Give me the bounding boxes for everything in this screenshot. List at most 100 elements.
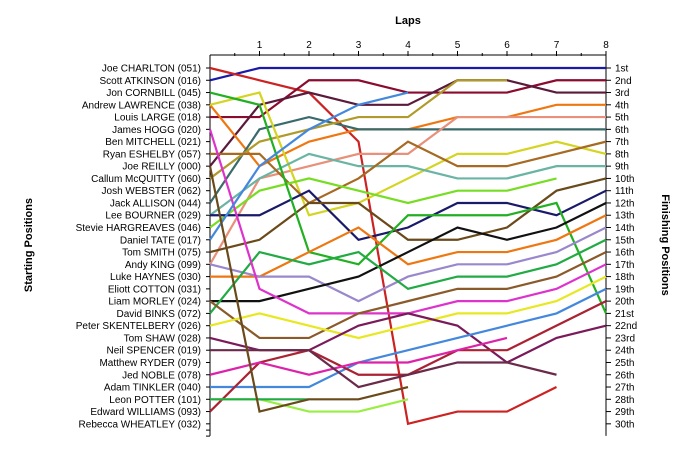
axis-labels: 1 2 3 4 5 6 7 8 Joe CHARLTON (051)Scott ATKINSON…	[76, 40, 638, 430]
finishing-position-label: 1st	[615, 64, 629, 75]
starting-position-label: Andy KING (099)	[125, 260, 201, 271]
series-line-11	[210, 140, 607, 205]
x-tick-label: 8	[603, 40, 609, 51]
finishing-position-label: 16th	[615, 248, 634, 259]
x-tick-label: 1	[257, 40, 263, 51]
finishing-position-label: 26th	[615, 370, 634, 381]
x-tick-label: 6	[504, 40, 510, 51]
finishing-position-label: 28th	[615, 395, 634, 406]
starting-position-label: Callum McQUITTY (060)	[91, 174, 201, 185]
series-line-9	[209, 91, 607, 217]
x-axis-title: Laps	[395, 15, 421, 27]
finishing-position-label: 10th	[615, 174, 634, 185]
series-line-24	[210, 287, 607, 389]
series-lines	[208, 66, 608, 426]
finishing-position-label: 4th	[615, 100, 629, 111]
starting-position-label: James HOGG (020)	[112, 125, 201, 136]
starting-position-label: Joe CHARLTON (051)	[102, 64, 201, 75]
starting-position-label: Josh WEBSTER (062)	[102, 186, 201, 197]
x-tick-label: 5	[455, 40, 461, 51]
starting-position-label: Scott ATKINSON (016)	[99, 76, 201, 87]
starting-position-label: Rebecca WHEATLEY (032)	[79, 419, 201, 430]
axes	[206, 51, 611, 437]
series-line-26	[209, 336, 508, 376]
series-line-21	[209, 251, 607, 340]
finishing-position-label: 8th	[615, 149, 629, 160]
finishing-position-label: 19th	[615, 284, 634, 295]
series-line-27	[210, 349, 557, 389]
series-line-16	[210, 214, 607, 278]
series-line-2	[209, 66, 557, 426]
starting-position-label: Neil SPENCER (019)	[107, 346, 201, 357]
series-line-25	[209, 300, 607, 413]
finishing-position-label: 21st	[615, 309, 634, 320]
finishing-position-label: 22nd	[615, 321, 637, 332]
series-line-12	[209, 177, 557, 229]
series-line-7	[209, 79, 507, 180]
finishing-position-label: 11th	[615, 186, 634, 197]
finishing-position-label: 29th	[615, 407, 634, 418]
finishing-position-label: 25th	[615, 358, 634, 369]
finishing-position-label: 9th	[615, 162, 629, 173]
finishing-position-label: 13th	[615, 211, 634, 222]
starting-position-label: Adam TINKLER (040)	[104, 383, 201, 394]
series-line-19	[209, 238, 607, 315]
starting-position-label: David BINKS (072)	[117, 309, 201, 320]
starting-position-label: Peter SKENTELBERY (026)	[76, 321, 201, 332]
series-line-22	[209, 275, 607, 340]
finishing-position-label: 3rd	[615, 88, 629, 99]
finishing-position-label: 7th	[615, 137, 629, 148]
starting-position-label: Andrew LAWRENCE (038)	[82, 100, 201, 111]
starting-position-label: Liam MORLEY (024)	[108, 297, 201, 308]
starting-position-label: Eliott COTTON (031)	[108, 284, 201, 295]
starting-position-label: Louis LARGE (018)	[114, 113, 201, 124]
starting-position-label: Ryan ESHELBY (057)	[103, 149, 201, 160]
y-axis-title-left: Starting Positions	[23, 198, 35, 292]
starting-position-label: Stevie HARGREAVES (046)	[76, 223, 201, 234]
series-line-13	[210, 189, 607, 241]
finishing-position-label: 5th	[615, 113, 629, 124]
series-line-29	[210, 398, 409, 413]
finishing-position-label: 30th	[615, 419, 634, 430]
finishing-position-label: 20th	[615, 297, 634, 308]
series-line-31	[208, 165, 409, 413]
x-tick-label: 4	[405, 40, 411, 51]
series-line-1	[209, 66, 606, 82]
finishing-position-label: 17th	[615, 260, 634, 271]
series-line-8	[209, 115, 606, 265]
starting-position-label: Tom SHAW (028)	[124, 333, 201, 344]
finishing-position-label: 27th	[615, 383, 634, 394]
finishing-position-label: 18th	[615, 272, 634, 283]
finishing-position-label: 24th	[615, 346, 634, 357]
series-line-17	[209, 226, 607, 303]
finishing-position-label: 2nd	[615, 76, 632, 87]
series-line-28	[209, 91, 409, 241]
finishing-position-label: 23rd	[615, 333, 635, 344]
starting-position-label: Ben MITCHELL (021)	[105, 137, 201, 148]
starting-position-label: Tom SMITH (075)	[122, 248, 201, 259]
x-tick-label: 7	[554, 40, 560, 51]
finishing-position-label: 15th	[615, 235, 634, 246]
series-line-4	[209, 79, 606, 167]
starting-position-label: Joe REILLY (000)	[122, 162, 201, 173]
starting-position-label: Daniel TATE (017)	[120, 235, 201, 246]
series-line-18	[210, 201, 607, 303]
y-axis-title-right: Finishing Positions	[659, 194, 671, 295]
starting-position-label: Matthew RYDER (079)	[99, 358, 201, 369]
starting-position-label: Leon POTTER (101)	[109, 395, 201, 406]
series-line-3	[210, 79, 606, 119]
series-line-6	[209, 115, 606, 204]
x-tick-label: 3	[356, 40, 362, 51]
starting-position-label: Lee BOURNER (029)	[105, 211, 201, 222]
finishing-position-label: 6th	[615, 125, 629, 136]
series-line-14	[209, 177, 607, 254]
starting-position-label: Luke HAYNES (030)	[110, 272, 201, 283]
starting-position-label: Jon CORNBILL (045)	[106, 88, 201, 99]
x-tick-label: 2	[306, 40, 312, 51]
starting-position-label: Jack ALLISON (044)	[110, 198, 201, 209]
finishing-position-label: 14th	[615, 223, 634, 234]
starting-position-label: Jed NOBLE (078)	[122, 370, 201, 381]
starting-position-label: Edward WILLIAMS (093)	[90, 407, 201, 418]
finishing-position-label: 12th	[615, 198, 634, 209]
